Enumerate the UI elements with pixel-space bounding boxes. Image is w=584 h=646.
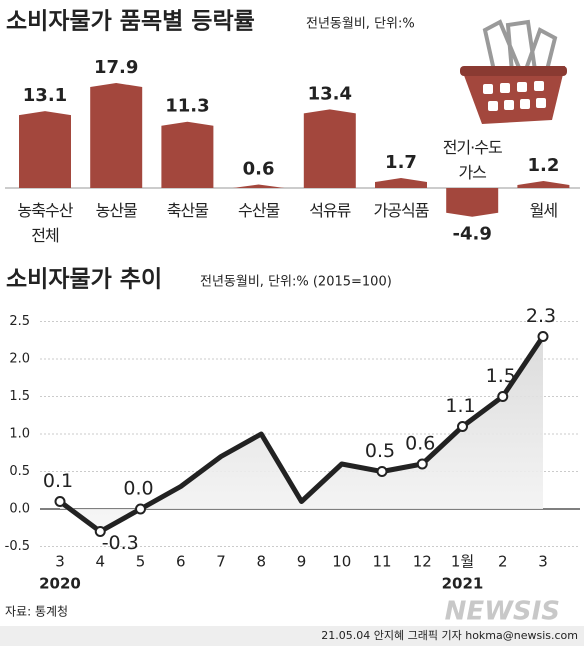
y-tick-label: 1.0 [9,427,30,442]
category-label: 농산물 [95,201,138,220]
x-tick-label: 5 [136,553,146,571]
value-label: 13.1 [23,85,67,106]
bar [161,121,214,188]
category-label: 석유류 [309,201,351,220]
marker [457,421,468,432]
category-label: 월세 [529,201,558,220]
chart-title: 소비자물가 추이 [6,267,162,293]
value-label: 0.1 [43,470,73,492]
chart-title: 소비자물가 품목별 등락률 [6,9,255,35]
chart-subtitle: 전년동월비, 단위:% [306,17,415,32]
chart-subtitle: 전년동월비, 단위:% (2015=100) [200,275,392,290]
y-tick-label: 2.5 [9,314,30,329]
bar [90,83,143,188]
category-label: 수산물 [238,201,280,220]
value-label: 0.5 [365,440,395,462]
marker [537,331,549,342]
bar [303,109,356,188]
marker [376,466,388,477]
value-label: 2.3 [526,305,556,327]
value-label: 1.2 [527,155,559,176]
x-tick-label: 3 [538,553,548,571]
bar [19,111,71,188]
year-label: 2020 [39,575,81,593]
year-label: 2021 [442,575,484,593]
footer-strip [0,626,584,646]
x-tick-label: 9 [297,553,307,571]
x-tick-label: 11 [372,553,391,571]
value-label: -4.9 [453,224,492,245]
marker [135,503,146,515]
category-label: 전기·수도 가스 [442,138,503,182]
x-tick-label: 12 [413,553,432,571]
bar [375,178,427,188]
bar [232,184,285,188]
credit: 21.05.04 안지혜 그래픽 기자 hokma@newsis.com [321,629,578,642]
y-tick-label: 0.0 [9,502,30,517]
value-label: 17.9 [94,57,138,78]
x-tick-label: 3 [55,553,65,571]
x-tick-label: 2 [498,553,508,571]
category-label: 농축수산 전체 [17,201,74,245]
y-tick-label: 1.5 [9,389,30,404]
bar [517,180,570,188]
value-label: 0.0 [123,478,153,500]
y-tick-label: 0.5 [9,464,30,479]
value-label: 13.4 [308,83,352,104]
logo: NEWSIS [445,597,560,627]
x-tick-label: 10 [332,553,351,571]
category-label: 축산물 [166,201,209,220]
x-tick-label: 6 [176,553,186,571]
y-tick-label: -0.5 [5,539,30,554]
bar [446,188,499,217]
value-label: 11.3 [165,96,209,117]
marker [416,458,428,470]
value-label: -0.3 [102,532,139,554]
value-label: 1.5 [486,365,516,387]
x-tick-label: 7 [216,553,226,571]
marker [94,526,106,537]
x-tick-label: 4 [95,553,105,571]
value-label: 1.7 [385,152,417,173]
category-label: 가공식품 [373,201,430,220]
x-tick-label: 1월 [451,553,474,571]
x-tick-label: 8 [256,553,266,571]
value-label: 0.6 [243,158,275,179]
value-label: 1.1 [445,395,475,417]
y-tick-label: 2.0 [9,352,30,367]
area [60,336,543,532]
marker [497,391,509,402]
basket-icon [460,19,567,124]
marker [54,496,66,507]
source: 자료: 통계청 [5,605,68,619]
value-label: 0.6 [405,433,435,455]
